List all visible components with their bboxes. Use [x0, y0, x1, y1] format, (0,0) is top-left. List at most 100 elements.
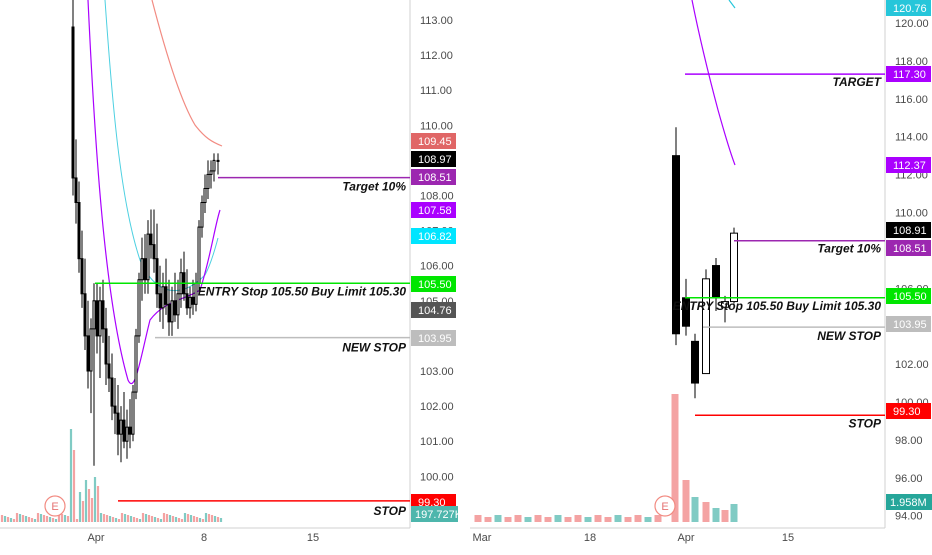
price-tag-label: 120.76: [893, 3, 927, 15]
time-tick-label: Apr: [87, 532, 104, 544]
volume-bar: [105, 515, 109, 522]
candle-body: [212, 159, 216, 172]
price-tag-box: [886, 222, 931, 238]
volume-bar: [216, 517, 220, 522]
level-label: STOP: [374, 504, 407, 518]
candle-body: [125, 426, 129, 442]
volume-bar: [524, 517, 532, 522]
volume-bar: [78, 492, 82, 522]
volume-bar: [162, 513, 166, 522]
volume-bar: [6, 517, 10, 522]
candle-body: [86, 335, 90, 372]
earnings-marker-label: E: [51, 501, 58, 513]
volume-bar: [494, 515, 502, 522]
left-chart-panel[interactable]: E113.00112.00111.00110.00109.00108.00107…: [0, 0, 463, 544]
volume-bar: [594, 515, 602, 522]
volume-bar: [33, 519, 37, 522]
volume-bar: [45, 516, 49, 522]
volume-bar: [120, 513, 124, 522]
candle-body: [107, 363, 111, 379]
price-tag-label: 105.50: [893, 291, 927, 303]
volume-bar: [180, 519, 184, 522]
volume-bar: [129, 516, 133, 522]
price-tick-label: 118.00: [895, 56, 928, 68]
candle-body: [116, 412, 120, 435]
price-tag-label: 103.95: [418, 333, 452, 345]
price-tag-box: [411, 302, 456, 318]
volume-bar: [474, 515, 482, 522]
earnings-marker[interactable]: [44, 495, 66, 517]
volume-bar: [614, 515, 622, 522]
candle-body: [119, 419, 123, 435]
moving-average-purple: [691, 0, 736, 166]
candle-body: [167, 303, 171, 323]
volume-bar: [111, 517, 115, 522]
candle-body: [131, 391, 135, 435]
volume-bar: [96, 486, 100, 522]
volume-bar: [126, 515, 130, 522]
volume-bar: [132, 517, 136, 522]
earnings-marker[interactable]: [654, 495, 676, 517]
candle-body: [216, 159, 220, 162]
candle-body: [206, 173, 210, 189]
volume-bar: [0, 515, 4, 522]
candle-body: [101, 300, 105, 330]
candle-body: [176, 293, 180, 316]
volume-bar: [682, 480, 690, 522]
right-chart-panel[interactable]: E120.00118.00116.00114.00112.00110.00108…: [470, 0, 932, 544]
candle-body: [730, 232, 738, 303]
candle-body: [721, 301, 729, 308]
price-tag-label: 106.82: [418, 231, 452, 243]
price-tick-label: 113.00: [420, 15, 453, 27]
right-candles: [672, 127, 738, 399]
volume-bar: [198, 518, 202, 522]
candle-body: [140, 258, 144, 281]
candle-body: [185, 293, 189, 309]
candle-body: [71, 26, 75, 179]
candle-body: [143, 258, 147, 281]
level-label: ENTRY Stop 105.50 Buy Limit 105.30: [198, 284, 407, 298]
price-tag-box: [886, 157, 931, 173]
price-tag-label: 105.50: [418, 279, 452, 291]
candle-body: [170, 300, 174, 323]
volume-tag-box: [411, 506, 458, 522]
candle-body: [137, 279, 141, 337]
volume-bar: [27, 517, 31, 522]
price-tag-label: 117.30: [893, 69, 926, 81]
volume-bar: [9, 518, 13, 522]
volume-bar: [147, 515, 151, 522]
volume-bar: [574, 515, 582, 522]
volume-bar: [204, 513, 208, 522]
price-tag-box: [411, 276, 456, 292]
candle-body: [98, 300, 102, 337]
candle-body: [92, 300, 96, 330]
volume-bar: [156, 518, 160, 522]
candle-body: [104, 328, 108, 365]
candle-body: [146, 233, 150, 281]
volume-bar: [42, 515, 46, 522]
volume-bar: [57, 513, 61, 522]
time-tick-label: Apr: [677, 532, 694, 544]
volume-bar: [66, 516, 70, 522]
candle-body: [209, 170, 213, 175]
volume-bar: [177, 518, 181, 522]
volume-bar: [189, 515, 193, 522]
volume-bar: [90, 498, 94, 522]
price-tick-label: 96.00: [895, 473, 923, 485]
volume-bar: [81, 501, 85, 522]
volume-bar: [12, 519, 16, 522]
volume-bar: [144, 514, 148, 522]
earnings-marker-label: E: [661, 501, 668, 513]
price-tag-box: [411, 330, 456, 346]
left-volume-bars: [0, 429, 223, 522]
volume-bar: [691, 497, 699, 522]
price-tick-label: 100.00: [420, 471, 454, 483]
time-tick-label: 18: [584, 532, 596, 544]
price-tick-label: 112.00: [420, 50, 453, 62]
level-label: Target 10%: [342, 180, 406, 194]
right-volume-bars: [474, 394, 738, 522]
price-tag-label: 108.51: [418, 172, 452, 184]
volume-bar: [168, 515, 172, 522]
volume-bar: [63, 515, 67, 522]
